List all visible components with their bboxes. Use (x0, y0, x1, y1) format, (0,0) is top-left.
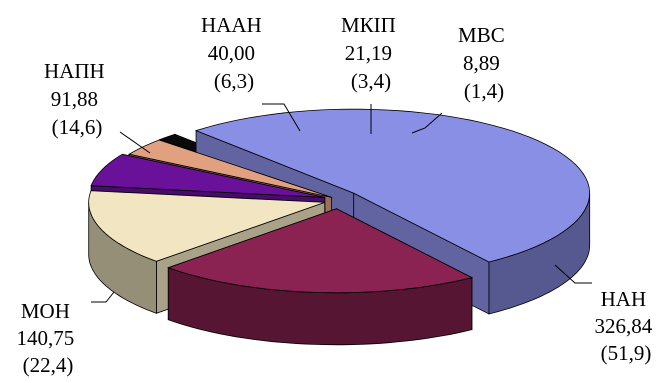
label-mkip-percent: (3,4) (351, 69, 391, 93)
pie-slices (88, 108, 591, 346)
label-naan-name: НААН (201, 13, 262, 37)
label-nan: НАН 326,84 (51,9) (595, 287, 658, 365)
label-napn-value: 91,88 (51, 87, 98, 111)
label-nan-value: 326,84 (595, 314, 653, 338)
label-mon-percent: (22,4) (23, 353, 74, 377)
label-naan-value: 40,00 (208, 41, 255, 65)
label-mvs-name: МВС (458, 23, 505, 47)
leader-line-naan (262, 103, 301, 132)
label-naan: НААН 40,00 (6,3) (201, 13, 267, 93)
label-mkip-value: 21,19 (345, 41, 392, 65)
label-nan-percent: (51,9) (601, 341, 652, 365)
label-napn-name: НАПН (44, 59, 105, 83)
label-mvs: МВС 8,89 (1,4) (458, 23, 510, 103)
leader-line-mon (91, 291, 115, 303)
label-naan-percent: (6,3) (214, 69, 254, 93)
label-napn: НАПН 91,88 (14,6) (44, 59, 110, 139)
label-napn-percent: (14,6) (52, 115, 103, 139)
leader-line-mvs (411, 112, 443, 134)
leader-lines (91, 103, 592, 303)
leader-line-napn (119, 131, 151, 154)
slice-mon (167, 208, 474, 346)
label-mon-name: МОН (21, 299, 70, 323)
label-mon-value: 140,75 (17, 326, 75, 350)
label-mvs-percent: (1,4) (464, 79, 504, 103)
label-mvs-value: 8,89 (463, 51, 500, 75)
label-mkip: МКІП 21,19 (3,4) (341, 13, 401, 93)
label-mkip-name: МКІП (341, 13, 396, 37)
leader-line-nan (554, 264, 592, 284)
label-mon: МОН 140,75 (22,4) (17, 299, 80, 377)
label-nan-name: НАН (601, 287, 647, 311)
